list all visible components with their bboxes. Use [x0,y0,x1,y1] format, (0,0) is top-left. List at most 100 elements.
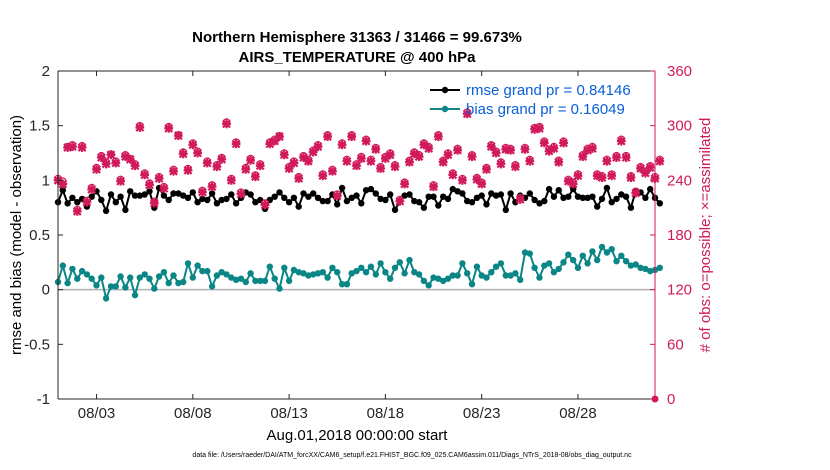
nused-marker [501,144,511,154]
series-bias-point [300,270,307,277]
nused-marker [510,162,520,172]
series-rmse-point [358,200,365,207]
nused-marker [173,131,183,141]
nused-marker [414,152,424,162]
nused-marker [255,161,265,171]
series-bias-point [223,271,230,278]
series-bias-point [266,263,273,270]
nused-marker [371,144,381,154]
series-rmse-point [656,200,663,207]
series-bias-point [449,272,456,279]
series-bias-point [107,283,115,290]
series-rmse-point [69,194,76,201]
legend-marker-bias [441,105,449,113]
series-rmse-point [382,196,389,204]
nused-marker [250,172,260,182]
series-rmse-point [334,201,341,208]
nused-marker [318,171,328,181]
series-rmse-point [252,199,259,206]
plot-background [58,71,655,399]
series-nused [53,109,665,216]
series-rmse-point [440,193,447,200]
nused-marker [544,146,554,156]
nused-marker [380,154,390,163]
series-rmse-point [468,199,476,206]
series-rmse-point [141,191,148,198]
series-bias-point [570,256,577,264]
series-bias-point [647,267,654,275]
series-rmse-point [362,187,370,194]
series-bias-point [545,260,553,267]
nused-marker [111,158,121,168]
series-bias-point [598,243,606,251]
plot-area [53,71,665,403]
series-rmse-point [550,193,558,200]
series-bias-point [492,263,500,270]
series-rmse-point [314,194,322,201]
series-bias-point [261,277,269,285]
series-rmse-point [165,196,172,204]
nused-marker [116,176,125,186]
nused-marker [289,158,299,168]
nused-marker [145,180,154,190]
series-bias-point [589,248,596,255]
x-tick-label: 08/08 [174,405,212,422]
series-bias-point [430,274,437,281]
nused-marker [125,154,135,164]
series-bias-point [473,263,481,270]
nused-marker [453,145,463,155]
nused-marker [395,196,405,206]
x-tick-label: 08/18 [367,405,405,422]
series-rmse-point [541,197,548,205]
series-bias-point [237,275,245,282]
nused-marker [212,162,222,172]
series-bias-point [93,282,100,289]
series-rmse-point [512,199,519,206]
series-bias-point [175,279,182,287]
series-bias-point [257,277,264,285]
nused-marker [472,175,482,184]
series-rmse-point [497,191,505,198]
series-bias-point [160,269,168,276]
series-rmse-point [367,185,375,193]
series-rmse-point [531,196,538,204]
series-rmse-point [160,192,168,199]
legend-label-rmse: rmse grand pr = 0.84146 [466,82,631,99]
series-rmse-point [598,195,606,203]
series-rmse-point [406,191,413,198]
series-bias-point [627,262,635,269]
nused-marker [515,195,525,204]
series-bias [54,243,663,302]
series-bias-point [180,278,187,286]
series-rmse-point [387,191,394,198]
series-rmse-point [545,185,553,193]
series-rmse-point [117,193,124,200]
series-rmse-point [555,187,562,194]
nused-marker [303,156,313,166]
series-bias-point [555,265,562,273]
nused-marker [640,168,650,178]
x-axis-label: Aug.01,2018 00:00:00 start [267,427,449,444]
nused-marker [246,155,255,165]
series-bias-point [594,256,601,264]
series-rmse-point [401,192,408,199]
series-rmse-point [194,199,201,206]
series-bias-point [353,267,360,275]
series-rmse-point [64,200,71,207]
nused-marker [645,163,655,172]
series-bias-point [622,258,630,265]
series-bias-point [440,277,447,285]
series-rmse-point [642,194,649,201]
series-bias-point [208,283,216,290]
nused-marker [549,144,559,153]
nused-marker [198,187,207,197]
series-bias-point [444,275,452,282]
series-rmse-point [459,190,466,197]
nused-marker [559,138,568,148]
series-bias-point [608,246,615,253]
nused-marker [77,143,87,152]
series-bias-point [632,261,639,268]
series-rmse-point [324,197,331,205]
series-rmse-point [435,202,442,209]
nused-marker [433,132,443,141]
